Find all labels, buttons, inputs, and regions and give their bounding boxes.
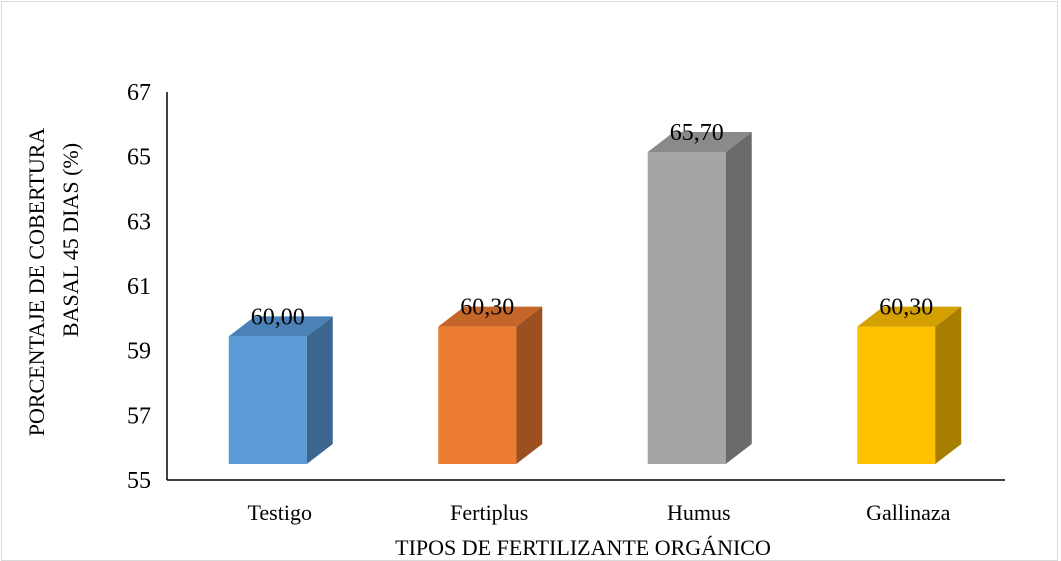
y-tick-label: 59 xyxy=(127,339,151,365)
y-axis-title-line-2: BASAL 45 DIAS (%) xyxy=(58,143,83,337)
bar-front xyxy=(857,326,936,464)
data-labels: 60,00 60,30 65,70 60,30 xyxy=(251,120,934,330)
bar-top xyxy=(438,306,543,327)
y-tick-labels: 55 57 59 61 63 65 67 xyxy=(127,80,151,494)
bar-value-label: 60,30 xyxy=(460,295,514,321)
x-category-labels: Testigo Fertiplus Humus Gallinaza xyxy=(248,500,951,525)
bar-top xyxy=(228,316,333,337)
x-category-label: Fertiplus xyxy=(450,500,528,525)
bar-value-label: 65,70 xyxy=(670,120,724,146)
bars-group xyxy=(228,132,962,465)
bar-value-label: 60,00 xyxy=(251,304,305,330)
x-category-label: Humus xyxy=(667,500,731,525)
y-tick-label: 65 xyxy=(127,145,151,171)
x-category-label: Gallinaza xyxy=(866,500,951,525)
y-tick-label: 67 xyxy=(127,80,151,106)
y-tick-label: 57 xyxy=(127,403,151,429)
bar-side xyxy=(306,316,333,464)
y-tick-label: 63 xyxy=(127,209,151,235)
bar-side xyxy=(725,132,752,465)
bar-side xyxy=(516,306,543,464)
bar-front xyxy=(438,326,517,464)
y-tick-label: 55 xyxy=(127,468,151,494)
bar-value-label: 60,30 xyxy=(879,295,933,321)
bar-front xyxy=(228,336,307,464)
bar-top xyxy=(857,306,962,327)
x-category-label: Testigo xyxy=(248,500,312,525)
bar-front xyxy=(647,152,726,465)
y-tick-label: 61 xyxy=(127,274,151,300)
bar-top xyxy=(647,132,752,153)
y-axis-title-line-1: PORCENTAJE DE COBERTURA xyxy=(24,128,49,437)
x-axis-title: TIPOS DE FERTILIZANTE ORGÁNICO xyxy=(395,535,771,557)
bar-side xyxy=(935,306,962,464)
